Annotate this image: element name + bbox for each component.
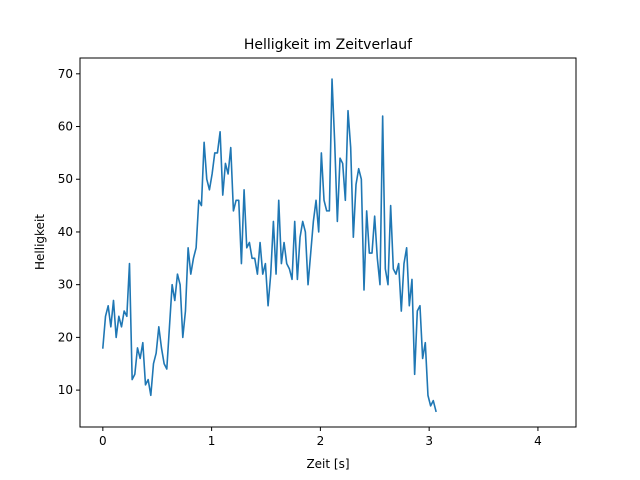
chart-title: Helligkeit im Zeitverlauf — [244, 37, 413, 53]
y-tick-label: 10 — [58, 383, 73, 397]
x-axis-label: Zeit [s] — [306, 457, 349, 471]
y-tick-label: 40 — [58, 225, 73, 239]
series-line-0 — [101, 78, 437, 413]
x-tick-label: 2 — [317, 434, 325, 448]
x-tick-label: 1 — [208, 434, 216, 448]
series-layer — [101, 78, 437, 413]
y-axis-label: Helligkeit — [33, 214, 47, 270]
y-tick-label: 50 — [58, 172, 73, 186]
y-tick-label: 30 — [58, 278, 73, 292]
x-tick-label: 4 — [534, 434, 542, 448]
x-tick-label: 3 — [425, 434, 433, 448]
y-axis-ticks: 10 20 30 40 50 60 70 — [58, 67, 80, 397]
y-tick-label: 70 — [58, 67, 73, 81]
y-tick-label: 60 — [58, 120, 73, 134]
y-tick-label: 20 — [58, 330, 73, 344]
x-axis-ticks: 0 1 2 3 4 — [99, 427, 542, 448]
plot-area-frame — [79, 57, 577, 428]
x-tick-label: 0 — [99, 434, 107, 448]
